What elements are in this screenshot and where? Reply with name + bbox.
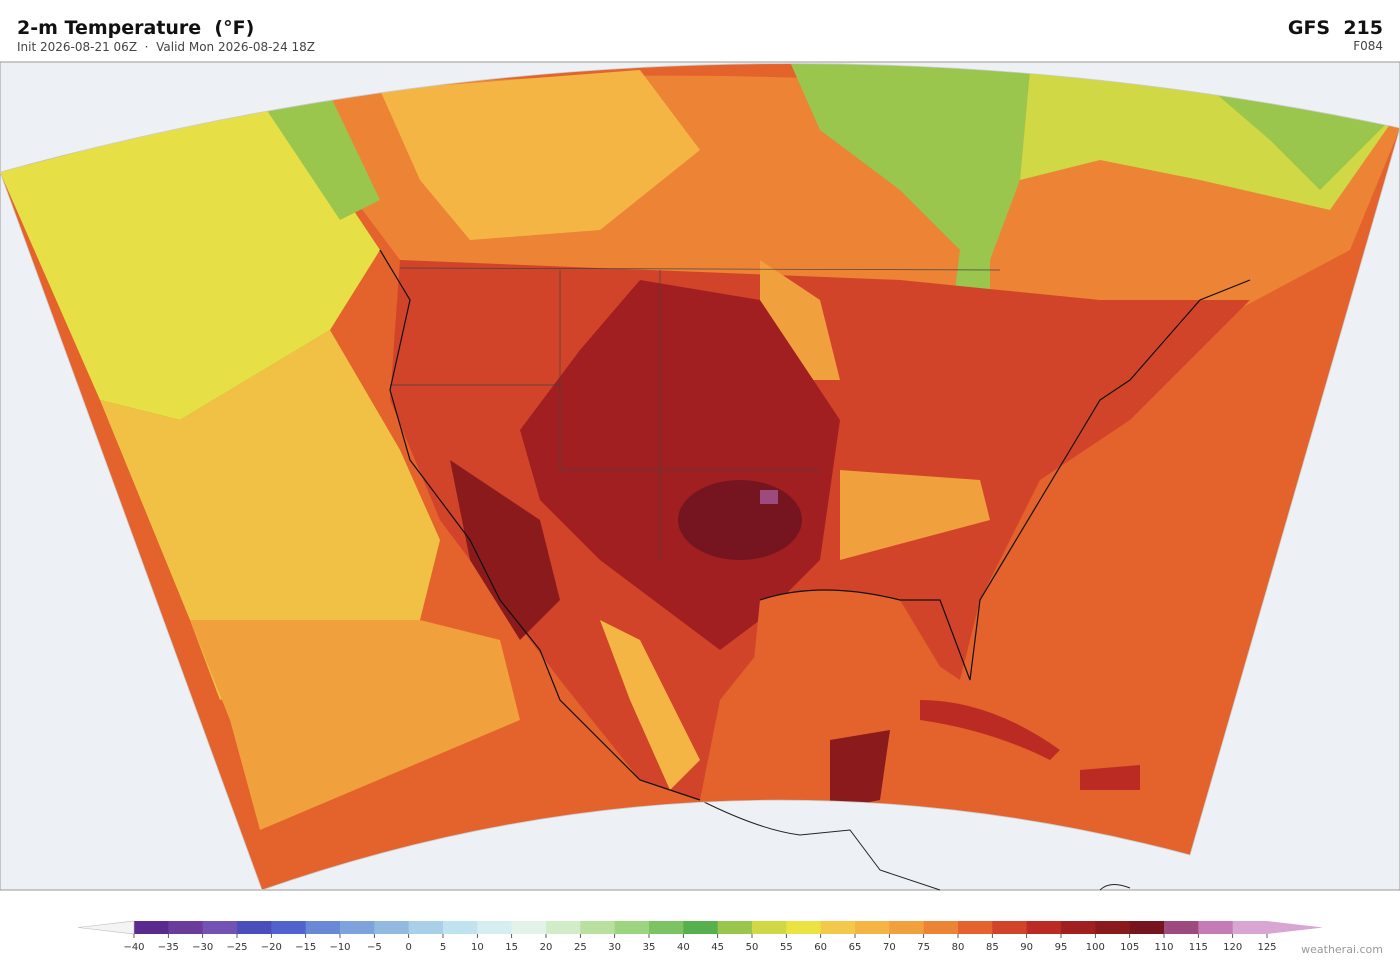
field-gulf xyxy=(750,590,960,760)
colorbar-segment xyxy=(820,921,856,934)
colorbar-segment xyxy=(237,921,272,934)
field-cool-ocean xyxy=(0,100,380,420)
colorbar-segment xyxy=(1198,921,1234,934)
colorbar-tick-label: 125 xyxy=(1257,942,1276,953)
colorbar-segment xyxy=(477,921,513,934)
colorbar-segment xyxy=(717,921,753,934)
colorbar-segment xyxy=(614,921,650,934)
colorbar-tick-label: 90 xyxy=(1020,942,1033,953)
colorbar-tick-label: 75 xyxy=(917,942,930,953)
colorbar-segment xyxy=(511,921,547,934)
colorbar-segment xyxy=(305,921,341,934)
field-caribbean xyxy=(920,700,1140,790)
colorbar-segment xyxy=(408,921,444,934)
colorbar-tick-label: 10 xyxy=(471,942,484,953)
field-southeast xyxy=(840,470,990,560)
colorbar-segment xyxy=(1061,921,1096,934)
colorbar-tick-label: −40 xyxy=(123,942,144,953)
colorbar-tick-label: −30 xyxy=(192,942,213,953)
colorbar-tick-label: 105 xyxy=(1120,942,1139,953)
colorbar-segment xyxy=(546,921,581,934)
colorbar-tick-label: −10 xyxy=(329,942,350,953)
field-cool-land xyxy=(790,63,1030,340)
field-mexico-plateau xyxy=(600,620,700,790)
colorbar-tick-label: 0 xyxy=(405,942,411,953)
colorbar-tick-label: −5 xyxy=(367,942,382,953)
colorbar-segment xyxy=(1232,921,1268,934)
forecast-hour: F084 xyxy=(1353,39,1383,53)
colorbar-tick-label: 120 xyxy=(1223,942,1242,953)
colorbar-tick-label: −20 xyxy=(261,942,282,953)
colorbar-tick-label: 30 xyxy=(608,942,621,953)
borders xyxy=(390,267,1001,560)
colorbar-segment xyxy=(752,921,787,934)
colorbar-tick-label: 70 xyxy=(883,942,896,953)
colorbar-segment xyxy=(683,921,719,934)
colorbar-tick-label: 40 xyxy=(677,942,690,953)
colorbar: −40 −35 −30 −25 −20 −15 −10 −5 0 5 10 15 20 25 30 35 40 4… xyxy=(77,920,1323,953)
colorbar-segment xyxy=(271,921,307,934)
colorbar-segment xyxy=(374,921,410,934)
colorbar-tick-label: 95 xyxy=(1055,942,1068,953)
credit: weatherai.com xyxy=(1301,943,1383,956)
colorbar-segment xyxy=(992,921,1028,934)
colorbar-tick-label: 85 xyxy=(986,942,999,953)
colorbar-extend-low xyxy=(77,920,135,935)
field-hottest xyxy=(678,480,802,560)
colorbar-segment xyxy=(923,921,959,934)
colorbar-extend-high xyxy=(1267,921,1323,934)
colorbar-tick-label: −25 xyxy=(226,942,247,953)
colorbar-segment xyxy=(580,921,616,934)
subtitle: Init 2026-08-21 06Z · Valid Mon 2026-08-… xyxy=(17,40,315,54)
colorbar-tick-label: 20 xyxy=(540,942,553,953)
colorbar-segment xyxy=(889,921,925,934)
field-ocean xyxy=(100,330,440,700)
domain-edge xyxy=(0,63,1400,891)
colorbar-tick-label: −35 xyxy=(158,942,179,953)
colorbar-segment xyxy=(1095,921,1131,934)
colorbar-tick-label: 35 xyxy=(643,942,656,953)
colorbar-segment xyxy=(340,921,375,934)
colorbar-tick-label: 15 xyxy=(505,942,518,953)
colorbar-tick-label: 5 xyxy=(440,942,446,953)
colorbar-tick-label: 60 xyxy=(814,942,827,953)
map xyxy=(0,61,1400,891)
colorbar-tick-label: 25 xyxy=(574,942,587,953)
colorbar-segment xyxy=(1026,921,1062,934)
colorbar-segment xyxy=(1164,921,1199,934)
colorbar-segment xyxy=(786,921,822,934)
colorbar-segment xyxy=(443,921,478,934)
field-ocean-warm xyxy=(190,620,520,830)
outside-coastline xyxy=(699,799,1131,891)
colorbar-tick-label: 115 xyxy=(1189,942,1208,953)
field-desert xyxy=(450,460,560,640)
colorbar-tick-label: 80 xyxy=(952,942,965,953)
temperature-field xyxy=(0,63,1400,890)
colorbar-tick-label: 55 xyxy=(780,942,793,953)
colorbar-tick-label: 100 xyxy=(1086,942,1105,953)
colorbar-segment xyxy=(168,921,204,934)
field-yucatan xyxy=(830,730,890,810)
coastline xyxy=(379,249,1251,801)
colorbar-segment xyxy=(649,921,684,934)
model-label: GFS 215 xyxy=(1288,17,1383,39)
title: 2-m Temperature (°F) xyxy=(17,17,254,39)
colorbar-segment xyxy=(958,921,993,934)
colorbar-tick-label: 65 xyxy=(849,942,862,953)
field-coast-range xyxy=(260,95,380,220)
colorbar-tick-label: 110 xyxy=(1154,942,1173,953)
colorbar-segment xyxy=(1129,921,1165,934)
colorbar-segment xyxy=(855,921,890,934)
colorbar-segment xyxy=(202,921,238,934)
colorbar-tick-label: 45 xyxy=(711,942,724,953)
colorbar-segment xyxy=(134,921,169,934)
field-prairie xyxy=(380,70,700,240)
colorbar-tick-label: −15 xyxy=(295,942,316,953)
colorbar-tick-label: 50 xyxy=(746,942,759,953)
field-extreme xyxy=(760,490,778,504)
